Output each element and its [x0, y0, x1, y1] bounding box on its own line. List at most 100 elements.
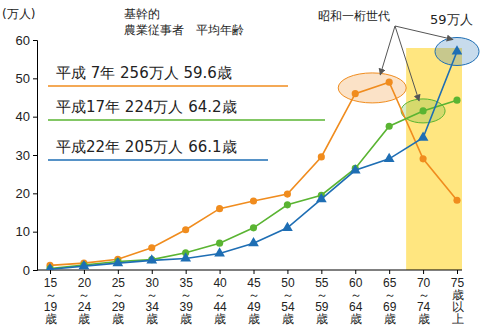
x-tick: 25～29歳	[112, 270, 126, 326]
x-tick-label: 70～74歳	[417, 276, 431, 326]
data-point	[182, 226, 189, 233]
y-tick-mark	[33, 40, 37, 41]
y-tick-label: 10	[16, 224, 30, 239]
y-tick: 0	[23, 263, 37, 278]
plot-area	[45, 45, 462, 270]
x-tick: 70～74歳	[417, 270, 431, 326]
legend-label: 平成22年 205万人 66.1歳	[56, 138, 237, 156]
x-tick-mark	[186, 270, 187, 274]
arrow	[395, 26, 419, 101]
data-point	[284, 191, 291, 198]
data-point	[250, 224, 257, 231]
x-tick-mark	[457, 270, 458, 274]
data-point	[216, 240, 223, 247]
y-tick: 30	[16, 148, 37, 163]
data-point	[214, 247, 225, 256]
annotation: 59万人	[430, 12, 473, 27]
data-point	[420, 107, 427, 114]
x-tick-mark	[423, 270, 424, 274]
data-point	[250, 197, 257, 204]
data-point	[386, 79, 393, 86]
x-tick-label: 20～24歳	[78, 276, 92, 326]
x-tick: 60～64歳	[349, 270, 363, 326]
x-tick-label: 15～19歳	[44, 276, 58, 326]
y-tick-mark	[33, 270, 37, 271]
y-tick-mark	[33, 232, 37, 233]
data-point	[248, 237, 259, 246]
data-point	[316, 193, 327, 202]
data-point	[384, 153, 395, 162]
y-tick-label: 50	[16, 71, 30, 86]
y-tick: 10	[16, 224, 37, 239]
data-point	[453, 197, 460, 204]
x-tick: 75歳以上	[451, 270, 465, 326]
x-tick-mark	[152, 270, 153, 274]
legend-label: 平成17年 224万人 64.2歳	[56, 98, 237, 116]
data-point	[79, 260, 90, 269]
annotation: 基幹的	[124, 7, 160, 21]
data-point	[148, 244, 155, 251]
legend-line	[48, 119, 325, 121]
legend-label: 平成 7年 256万人 59.6歳	[56, 64, 232, 82]
legend-line	[48, 85, 288, 87]
x-tick: 65～69歳	[383, 270, 397, 326]
x-tick-label: 65～69歳	[383, 276, 397, 326]
x-tick: 50～54歳	[281, 270, 295, 326]
data-point	[146, 254, 157, 263]
series-line	[50, 52, 457, 270]
series-line	[50, 100, 457, 268]
y-tick-mark	[33, 78, 37, 79]
x-tick-mark	[220, 270, 221, 274]
x-tick-mark	[355, 270, 356, 274]
y-tick-mark	[33, 193, 37, 194]
highlight-ellipse	[401, 99, 445, 123]
data-point	[453, 97, 460, 104]
chart: 010203040506015～19歳20～24歳25～29歳30～34歳35～…	[0, 0, 480, 335]
x-tick-label: 60～64歳	[349, 276, 363, 326]
x-tick-label: 75歳以上	[451, 276, 465, 326]
y-tick-label: 40	[16, 109, 30, 124]
data-point	[180, 252, 191, 261]
annotation: 農業従事者 平均年齢	[124, 23, 244, 37]
arrow	[395, 26, 453, 40]
y-tick-mark	[33, 117, 37, 118]
y-tick: 50	[16, 71, 37, 86]
x-tick: 20～24歳	[78, 270, 92, 326]
y-tick-label: 0	[23, 263, 30, 278]
x-tick-label: 50～54歳	[281, 276, 295, 326]
data-point	[452, 45, 462, 54]
y-tick-label: 30	[16, 148, 30, 163]
highlight-band	[406, 48, 462, 270]
x-tick-label: 45～49歳	[247, 276, 261, 326]
data-point	[284, 201, 291, 208]
legend-line	[48, 159, 268, 161]
x-tick: 40～44歳	[213, 270, 227, 326]
y-tick: 60	[16, 33, 37, 48]
x-axis-line	[37, 270, 462, 271]
x-tick-mark	[84, 270, 85, 274]
x-tick-label: 30～34歳	[146, 276, 160, 326]
data-point	[350, 164, 361, 173]
series-line	[50, 82, 457, 265]
data-point	[318, 153, 325, 160]
x-axis: 15～19歳20～24歳25～29歳30～34歳35～39歳40～44歳45～4…	[37, 270, 464, 326]
x-tick-mark	[389, 270, 390, 274]
x-tick-mark	[321, 270, 322, 274]
x-tick-mark	[50, 270, 51, 274]
y-tick-label: 60	[16, 33, 30, 48]
data-point	[386, 123, 393, 130]
y-axis-title: (万人)	[2, 7, 35, 21]
x-tick-label: 55～59歳	[315, 276, 329, 326]
y-axis-line	[33, 41, 38, 271]
arrow	[380, 26, 395, 75]
x-tick: 30～34歳	[146, 270, 160, 326]
data-point	[418, 132, 429, 141]
x-tick: 15～19歳	[44, 270, 58, 326]
data-point	[112, 257, 123, 266]
y-tick-label: 20	[16, 186, 30, 201]
data-point	[282, 222, 293, 231]
y-tick: 20	[16, 186, 37, 201]
x-tick-mark	[118, 270, 119, 274]
highlight-ellipse	[435, 38, 479, 66]
y-axis: 0 10 20 30 40 50 60	[16, 33, 38, 278]
